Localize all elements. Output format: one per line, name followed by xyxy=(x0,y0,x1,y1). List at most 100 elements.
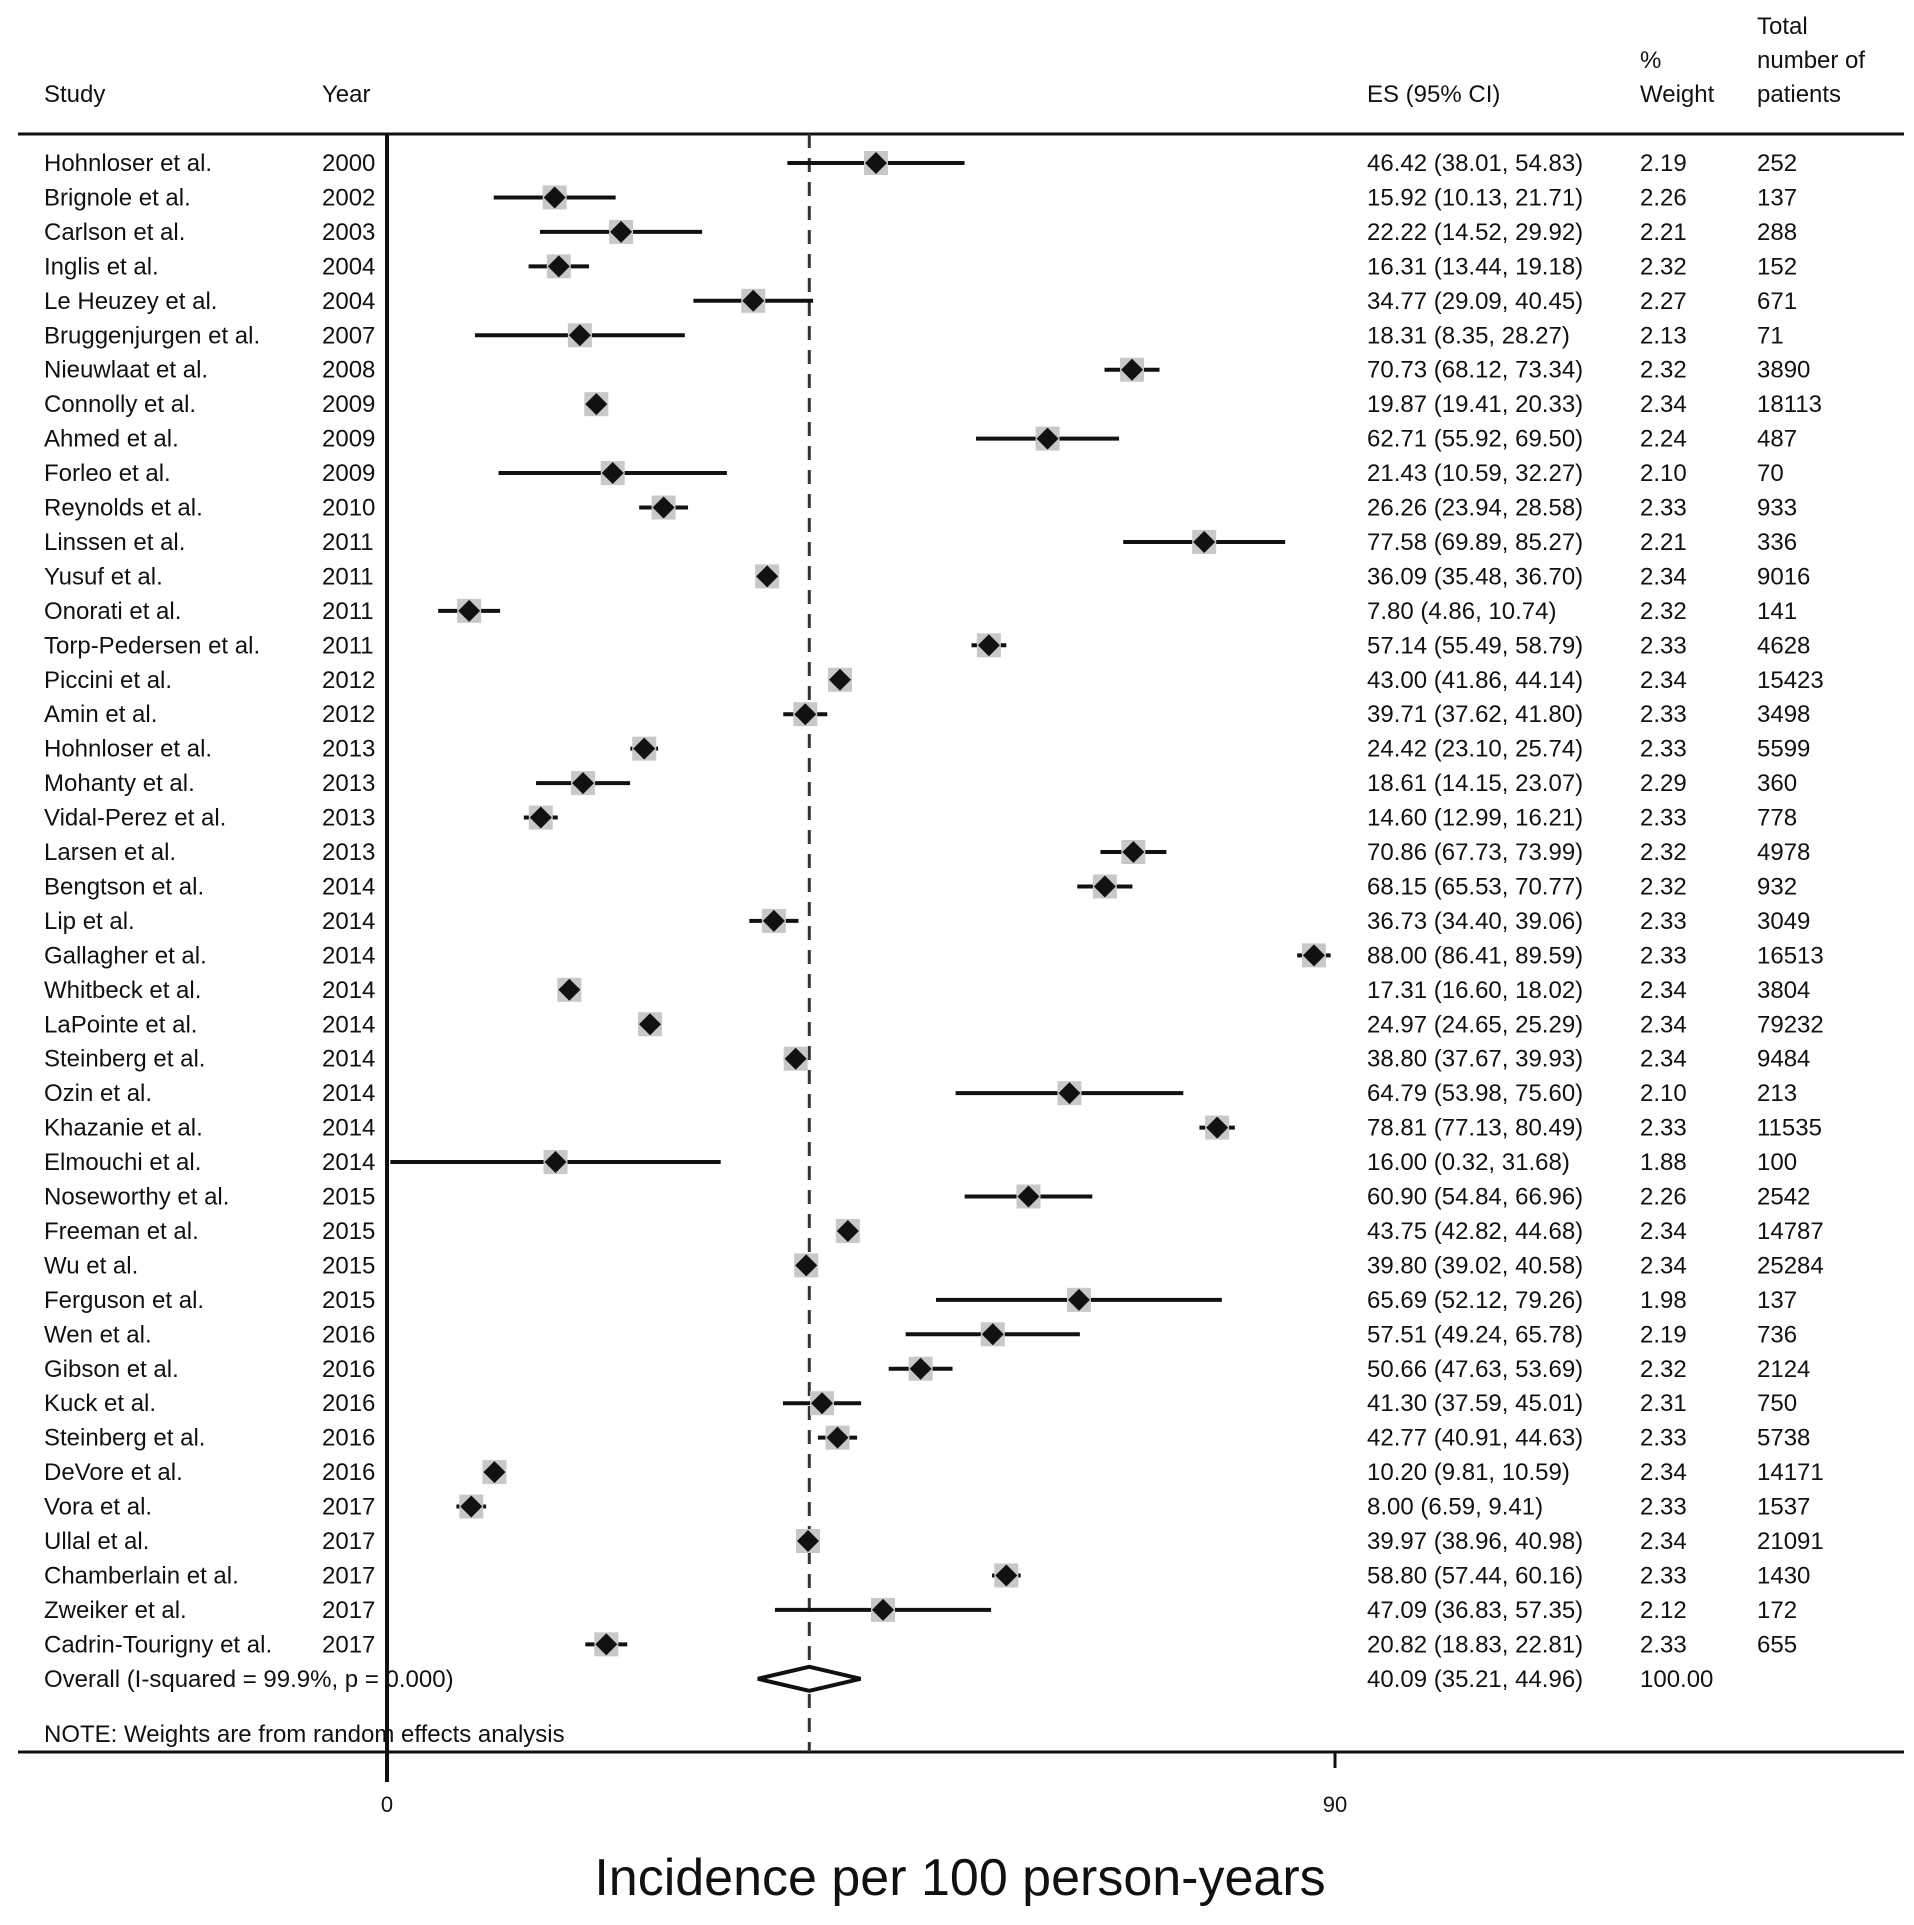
study-year: 2011 xyxy=(322,632,374,659)
study-weight: 2.26 xyxy=(1640,184,1687,211)
study-row: Noseworthy et al. 2015 60.90 (54.84, 66.96… xyxy=(44,1184,1810,1211)
point-estimate-marker xyxy=(795,1254,818,1277)
study-es-ci: 20.82 (18.83, 22.81) xyxy=(1367,1631,1583,1658)
study-name: Ozin et al. xyxy=(44,1080,152,1107)
point-estimate-marker xyxy=(1193,530,1216,553)
study-year: 2013 xyxy=(322,805,375,832)
study-total-patients: 5599 xyxy=(1757,736,1810,763)
study-year: 2016 xyxy=(322,1321,375,1348)
study-name: Wu et al. xyxy=(44,1252,138,1279)
study-row: Chamberlain et al. 2017 58.80 (57.44, 60.1… xyxy=(44,1562,1810,1589)
study-row: Vora et al. 2017 8.00 (6.59, 9.41) 2.33 1537 xyxy=(44,1494,1810,1521)
study-es-ci: 39.97 (38.96, 40.98) xyxy=(1367,1528,1583,1555)
study-es-ci: 50.66 (47.63, 53.69) xyxy=(1367,1356,1583,1383)
overall-weight: 100.00 xyxy=(1640,1666,1713,1693)
study-year: 2004 xyxy=(322,288,375,315)
study-name: Bruggenjurgen et al. xyxy=(44,322,260,349)
study-total-patients: 360 xyxy=(1757,770,1797,797)
study-es-ci: 43.00 (41.86, 44.14) xyxy=(1367,667,1583,694)
x-tick-label-90: 90 xyxy=(1323,1792,1347,1817)
point-estimate-marker xyxy=(568,324,591,347)
study-year: 2014 xyxy=(322,1149,375,1176)
study-row: Connolly et al. 2009 19.87 (19.41, 20.33) 2… xyxy=(44,391,1822,418)
study-es-ci: 8.00 (6.59, 9.41) xyxy=(1367,1494,1543,1521)
study-es-ci: 18.31 (8.35, 28.27) xyxy=(1367,322,1570,349)
study-name: Vora et al. xyxy=(44,1494,152,1521)
study-row: Le Heuzey et al. 2004 34.77 (29.09, 40.45)… xyxy=(44,288,1797,315)
study-weight: 2.32 xyxy=(1640,873,1687,900)
study-total-patients: 25284 xyxy=(1757,1252,1824,1279)
point-estimate-marker xyxy=(1302,944,1325,967)
study-total-patients: 932 xyxy=(1757,873,1797,900)
study-total-patients: 655 xyxy=(1757,1631,1797,1658)
study-es-ci: 24.97 (24.65, 25.29) xyxy=(1367,1011,1583,1038)
study-year: 2014 xyxy=(322,908,375,935)
study-name: Ahmed et al. xyxy=(44,426,179,453)
study-total-patients: 213 xyxy=(1757,1080,1797,1107)
study-row: Wen et al. 2016 57.51 (49.24, 65.78) 2.19 73… xyxy=(44,1321,1797,1348)
study-total-patients: 4978 xyxy=(1757,839,1810,866)
study-name: Hohnloser et al. xyxy=(44,736,212,763)
study-total-patients: 487 xyxy=(1757,426,1797,453)
study-es-ci: 36.09 (35.48, 36.70) xyxy=(1367,563,1583,590)
point-estimate-marker xyxy=(1058,1082,1081,1105)
study-name: LaPointe et al. xyxy=(44,1011,197,1038)
study-es-ci: 10.20 (9.81, 10.59) xyxy=(1367,1459,1570,1486)
x-tick-label-0: 0 xyxy=(381,1792,393,1817)
study-es-ci: 88.00 (86.41, 89.59) xyxy=(1367,942,1583,969)
study-row: Carlson et al. 2003 22.22 (14.52, 29.92) 2.… xyxy=(44,219,1797,246)
study-name: Gallagher et al. xyxy=(44,942,207,969)
study-year: 2009 xyxy=(322,460,375,487)
study-rows: Hohnloser et al. 2000 46.42 (38.01, 54.83)… xyxy=(44,150,1824,1658)
study-total-patients: 3890 xyxy=(1757,357,1810,384)
study-year: 2015 xyxy=(322,1287,375,1314)
study-name: Ferguson et al. xyxy=(44,1287,204,1314)
study-name: Ullal et al. xyxy=(44,1528,149,1555)
point-estimate-marker xyxy=(909,1357,932,1380)
study-total-patients: 71 xyxy=(1757,322,1784,349)
study-es-ci: 15.92 (10.13, 21.71) xyxy=(1367,184,1583,211)
study-es-ci: 70.86 (67.73, 73.99) xyxy=(1367,839,1583,866)
note-text: NOTE: Weights are from random effects an… xyxy=(44,1721,565,1748)
point-estimate-marker xyxy=(1067,1288,1090,1311)
study-year: 2004 xyxy=(322,253,375,280)
study-name: Wen et al. xyxy=(44,1321,152,1348)
study-row: Hohnloser et al. 2013 24.42 (23.10, 25.74)… xyxy=(44,736,1810,763)
study-year: 2012 xyxy=(322,701,375,728)
point-estimate-marker xyxy=(595,1633,618,1656)
study-weight: 2.34 xyxy=(1640,1459,1687,1486)
study-es-ci: 41.30 (37.59, 45.01) xyxy=(1367,1390,1583,1417)
study-year: 2010 xyxy=(322,495,375,522)
point-estimate-marker xyxy=(794,703,817,726)
study-name: Reynolds et al. xyxy=(44,495,203,522)
study-year: 2013 xyxy=(322,770,375,797)
point-estimate-marker xyxy=(1122,841,1145,863)
study-year: 2003 xyxy=(322,219,375,246)
overall-row: Overall (I-squared = 99.9%, p = 0.000) 4… xyxy=(44,1664,1713,1693)
study-weight: 2.33 xyxy=(1640,805,1687,832)
study-weight: 2.34 xyxy=(1640,1218,1687,1245)
study-name: Torp-Pedersen et al. xyxy=(44,632,260,659)
study-weight: 2.21 xyxy=(1640,529,1687,556)
study-weight: 2.26 xyxy=(1640,1184,1687,1211)
study-total-patients: 2542 xyxy=(1757,1184,1810,1211)
header-total-line2: number of xyxy=(1757,47,1865,74)
study-row: Wu et al. 2015 39.80 (39.02, 40.58) 2.34 252… xyxy=(44,1252,1824,1279)
study-year: 2016 xyxy=(322,1425,375,1452)
study-row: Ferguson et al. 2015 65.69 (52.12, 79.26) 1… xyxy=(44,1287,1797,1314)
study-row: Bengtson et al. 2014 68.15 (65.53, 70.77) 2… xyxy=(44,873,1797,900)
study-total-patients: 100 xyxy=(1757,1149,1797,1176)
study-weight: 2.12 xyxy=(1640,1597,1687,1624)
study-year: 2014 xyxy=(322,873,375,900)
study-es-ci: 24.42 (23.10, 25.74) xyxy=(1367,736,1583,763)
study-row: DeVore et al. 2016 10.20 (9.81, 10.59) 2.34… xyxy=(44,1459,1824,1486)
study-row: Cadrin-Tourigny et al. 2017 20.82 (18.83, … xyxy=(44,1631,1797,1658)
study-year: 2016 xyxy=(322,1459,375,1486)
study-total-patients: 11535 xyxy=(1757,1115,1822,1142)
overall-diamond xyxy=(757,1664,862,1693)
study-row: Piccini et al. 2012 43.00 (41.86, 44.14) 2.… xyxy=(44,667,1824,694)
study-name: Linssen et al. xyxy=(44,529,185,556)
point-estimate-marker xyxy=(981,1323,1004,1346)
study-name: DeVore et al. xyxy=(44,1459,183,1486)
study-name: Freeman et al. xyxy=(44,1218,199,1245)
